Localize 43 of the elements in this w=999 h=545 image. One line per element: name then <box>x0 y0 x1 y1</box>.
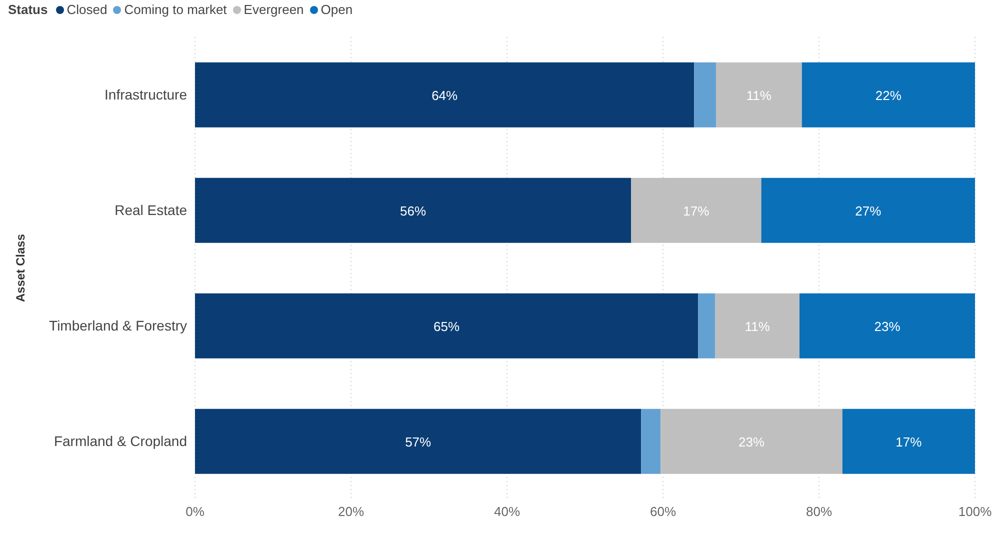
legend-label: Open <box>320 2 353 17</box>
y-axis-title: Asset Class <box>13 234 28 302</box>
data-label: 11% <box>744 318 770 334</box>
x-tick-label: 40% <box>494 504 520 520</box>
bar <box>660 408 842 474</box>
bar <box>631 178 762 243</box>
data-label: 57% <box>405 434 432 450</box>
bar <box>641 408 661 474</box>
data-label: 56% <box>400 203 426 218</box>
bar <box>716 62 802 128</box>
legend-label: Closed <box>66 2 108 17</box>
bar <box>800 293 975 358</box>
data-label: 17% <box>896 434 922 450</box>
x-tick-label: 0% <box>186 504 205 520</box>
legend-title: Status <box>8 2 48 17</box>
data-label: 22% <box>875 88 902 103</box>
data-label: 65% <box>434 318 460 334</box>
y-tick-label: Farmland & Cropland <box>54 433 187 450</box>
x-tick-label: 60% <box>650 504 676 520</box>
data-label: 23% <box>874 318 901 334</box>
bar <box>195 408 642 474</box>
y-tick-label: Infrastructure <box>104 86 188 103</box>
x-tick-label: 100% <box>958 504 992 520</box>
data-label: 17% <box>683 203 710 218</box>
legend-label: Evergreen <box>242 2 304 17</box>
data-label: 11% <box>746 88 772 103</box>
x-tick-label: 80% <box>806 504 832 520</box>
data-label: 64% <box>432 88 458 103</box>
y-tick-label: Real Estate <box>114 202 188 218</box>
bar <box>195 178 632 243</box>
bar <box>694 62 716 128</box>
bar <box>195 293 698 358</box>
y-tick-label: Timberland & Forestry <box>49 318 187 334</box>
x-tick-label: 20% <box>338 504 364 520</box>
bar <box>698 293 716 358</box>
data-label: 23% <box>738 434 765 450</box>
bar <box>842 408 975 474</box>
bar <box>802 62 975 128</box>
bar <box>715 293 800 358</box>
data-label: 27% <box>855 203 882 218</box>
bar <box>761 178 975 243</box>
bar <box>195 62 694 128</box>
legend-label: Coming to market <box>123 2 227 17</box>
